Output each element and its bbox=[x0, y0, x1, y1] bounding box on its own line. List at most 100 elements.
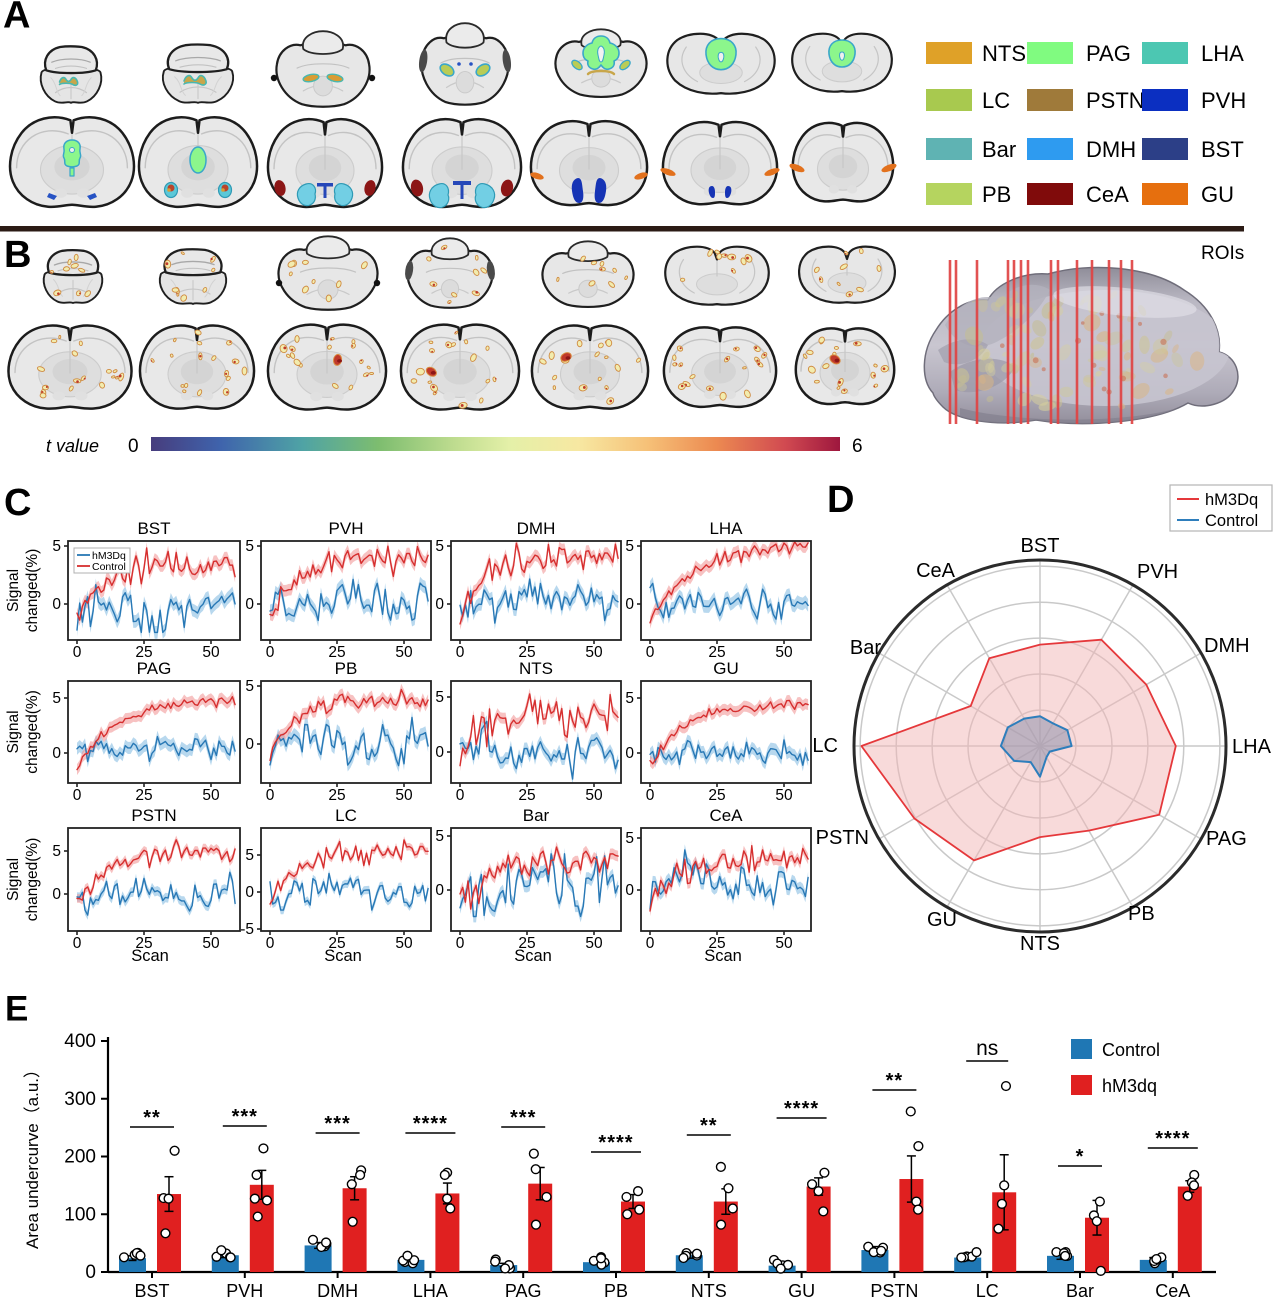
svg-text:hM3Dq: hM3Dq bbox=[1205, 491, 1258, 509]
svg-text:GU: GU bbox=[1201, 182, 1234, 207]
svg-text:BST: BST bbox=[1201, 137, 1244, 162]
svg-text:0: 0 bbox=[456, 935, 465, 952]
svg-text:0: 0 bbox=[456, 787, 465, 804]
svg-text:0: 0 bbox=[456, 644, 465, 661]
svg-text:**: ** bbox=[700, 1115, 718, 1137]
svg-text:0: 0 bbox=[85, 1262, 96, 1283]
svg-text:LHA: LHA bbox=[1232, 736, 1272, 758]
svg-text:hM3Dq: hM3Dq bbox=[92, 550, 126, 562]
svg-text:50: 50 bbox=[395, 644, 413, 661]
svg-text:0: 0 bbox=[435, 882, 444, 899]
svg-text:CeA: CeA bbox=[916, 560, 956, 582]
svg-text:PAG: PAG bbox=[1086, 41, 1131, 66]
svg-text:LC: LC bbox=[982, 88, 1010, 113]
svg-text:50: 50 bbox=[775, 935, 793, 952]
svg-text:Scan: Scan bbox=[131, 947, 169, 965]
svg-text:-5: -5 bbox=[240, 921, 254, 938]
svg-text:5: 5 bbox=[625, 538, 634, 555]
svg-text:CeA: CeA bbox=[1155, 1281, 1190, 1301]
svg-text:PB: PB bbox=[604, 1281, 628, 1301]
svg-text:LC: LC bbox=[335, 806, 357, 825]
svg-text:0: 0 bbox=[73, 644, 82, 661]
svg-text:50: 50 bbox=[775, 787, 793, 804]
svg-text:200: 200 bbox=[64, 1147, 96, 1168]
svg-text:***: *** bbox=[510, 1107, 536, 1129]
svg-text:0: 0 bbox=[52, 596, 61, 613]
svg-text:****: **** bbox=[1155, 1128, 1190, 1150]
svg-text:50: 50 bbox=[585, 787, 603, 804]
svg-text:BST: BST bbox=[134, 1281, 169, 1301]
svg-text:**: ** bbox=[886, 1070, 904, 1092]
svg-text:PB: PB bbox=[1128, 903, 1155, 925]
svg-text:DMH: DMH bbox=[1204, 635, 1250, 657]
svg-text:DMH: DMH bbox=[1086, 137, 1136, 162]
svg-text:0: 0 bbox=[128, 436, 139, 457]
svg-text:5: 5 bbox=[52, 843, 61, 860]
svg-text:5: 5 bbox=[52, 690, 61, 707]
svg-text:25: 25 bbox=[708, 935, 725, 952]
svg-text:hM3dq: hM3dq bbox=[1102, 1076, 1157, 1096]
svg-text:25: 25 bbox=[708, 787, 725, 804]
svg-text:Signal: Signal bbox=[5, 710, 22, 753]
svg-text:5: 5 bbox=[435, 689, 444, 706]
svg-text:PSTN: PSTN bbox=[1086, 88, 1145, 113]
svg-text:changed(%): changed(%) bbox=[24, 549, 41, 633]
svg-text:50: 50 bbox=[775, 644, 793, 661]
svg-text:Signal: Signal bbox=[5, 569, 22, 612]
svg-text:CeA: CeA bbox=[1086, 182, 1129, 207]
svg-text:B: B bbox=[4, 234, 31, 276]
svg-text:*: * bbox=[1076, 1146, 1085, 1168]
svg-text:PAG: PAG bbox=[1206, 828, 1247, 850]
svg-text:0: 0 bbox=[625, 745, 634, 762]
svg-text:50: 50 bbox=[585, 935, 603, 952]
svg-text:Bar: Bar bbox=[523, 806, 550, 825]
svg-text:0: 0 bbox=[646, 644, 655, 661]
svg-text:PB: PB bbox=[982, 182, 1011, 207]
svg-text:25: 25 bbox=[135, 787, 152, 804]
svg-text:Signal: Signal bbox=[5, 858, 22, 901]
svg-text:****: **** bbox=[784, 1098, 819, 1120]
svg-text:LC: LC bbox=[976, 1281, 999, 1301]
svg-text:Scan: Scan bbox=[704, 947, 742, 965]
svg-text:Area undercurve（a.u.）: Area undercurve（a.u.） bbox=[23, 1061, 42, 1249]
svg-text:6: 6 bbox=[852, 436, 863, 457]
svg-text:**: ** bbox=[143, 1107, 161, 1129]
svg-text:5: 5 bbox=[625, 690, 634, 707]
svg-text:BST: BST bbox=[137, 519, 170, 538]
svg-text:PAG: PAG bbox=[505, 1281, 542, 1301]
svg-text:0: 0 bbox=[435, 596, 444, 613]
svg-text:changed(%): changed(%) bbox=[24, 690, 41, 774]
svg-text:0: 0 bbox=[73, 935, 82, 952]
svg-text:CeA: CeA bbox=[709, 806, 743, 825]
svg-text:25: 25 bbox=[518, 644, 535, 661]
svg-text:PVH: PVH bbox=[1201, 88, 1246, 113]
svg-text:0: 0 bbox=[266, 935, 275, 952]
svg-text:5: 5 bbox=[245, 678, 254, 695]
svg-text:PB: PB bbox=[335, 659, 358, 678]
svg-text:5: 5 bbox=[245, 847, 254, 864]
svg-text:D: D bbox=[827, 479, 854, 521]
svg-text:NTS: NTS bbox=[519, 659, 553, 678]
svg-text:100: 100 bbox=[64, 1204, 96, 1225]
svg-text:BST: BST bbox=[1021, 535, 1060, 557]
svg-text:0: 0 bbox=[73, 787, 82, 804]
svg-text:GU: GU bbox=[713, 659, 739, 678]
svg-text:Control: Control bbox=[1102, 1040, 1160, 1060]
svg-text:LC: LC bbox=[812, 735, 838, 757]
svg-text:25: 25 bbox=[328, 787, 345, 804]
svg-text:PVH: PVH bbox=[226, 1281, 263, 1301]
svg-text:25: 25 bbox=[328, 935, 345, 952]
svg-text:5: 5 bbox=[52, 538, 61, 555]
svg-text:0: 0 bbox=[435, 744, 444, 761]
svg-text:25: 25 bbox=[518, 935, 535, 952]
svg-text:PAG: PAG bbox=[137, 659, 172, 678]
svg-text:LHA: LHA bbox=[709, 519, 743, 538]
svg-text:C: C bbox=[4, 482, 31, 524]
svg-text:t value: t value bbox=[46, 436, 99, 456]
svg-text:PSTN: PSTN bbox=[131, 806, 176, 825]
svg-text:25: 25 bbox=[135, 644, 152, 661]
svg-text:ns: ns bbox=[976, 1037, 998, 1060]
svg-text:Bar: Bar bbox=[982, 137, 1016, 162]
svg-text:Scan: Scan bbox=[324, 947, 362, 965]
svg-text:ROIs: ROIs bbox=[1201, 243, 1244, 264]
